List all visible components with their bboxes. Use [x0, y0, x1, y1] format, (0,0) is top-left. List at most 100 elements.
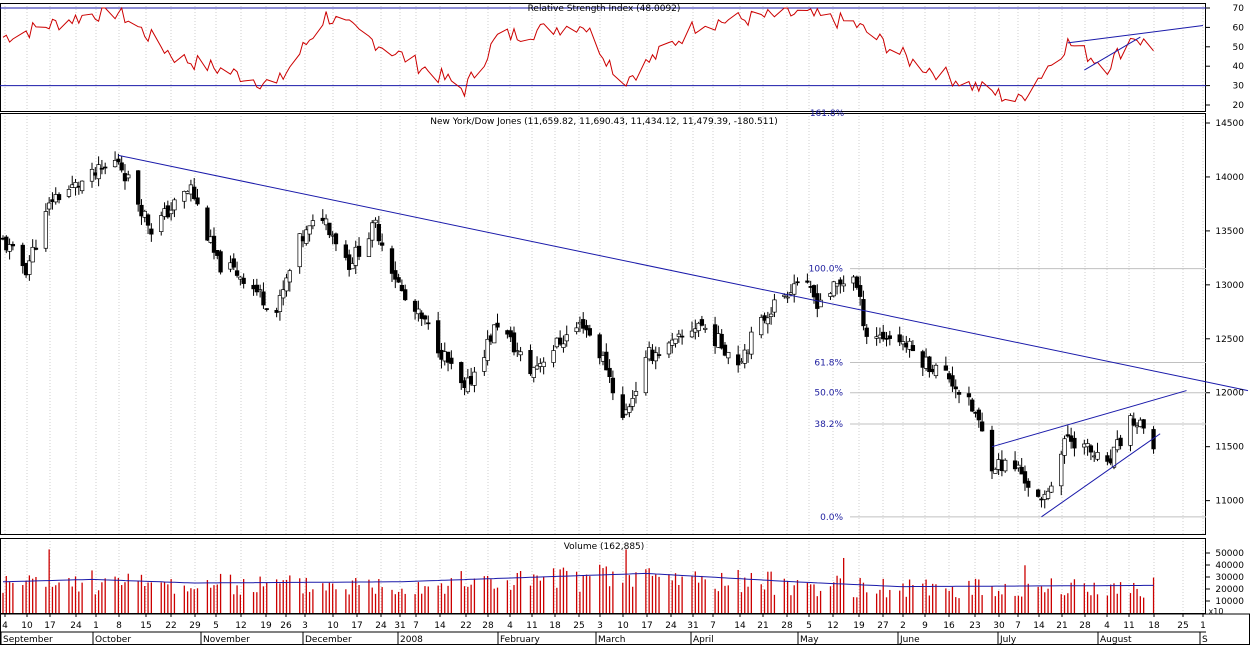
day-tick-label-27: 10: [617, 621, 629, 631]
candle-body-107: [492, 324, 497, 344]
day-tick-label-9: 5: [213, 621, 219, 631]
candle-body-66: [304, 229, 309, 244]
candle-body-21: [96, 164, 101, 180]
candle-body-201: [927, 356, 932, 373]
day-tick-label-3: 24: [70, 621, 82, 631]
candle-body-195: [900, 341, 906, 345]
candle-body-244: [1128, 415, 1133, 446]
candle-body-163: [749, 331, 754, 355]
rsi-tick-label-2: 50: [1233, 43, 1245, 53]
candle-body-139: [643, 357, 649, 394]
candle-body-183: [841, 283, 846, 287]
candle-body-70: [323, 218, 329, 226]
rsi-lower-trendline: [1084, 36, 1141, 71]
candle-body-62: [284, 277, 289, 292]
candle-body-187: [861, 299, 866, 327]
day-tick-label-48: 4: [1104, 621, 1110, 631]
price-tick-label-0: 14500: [1215, 119, 1244, 129]
day-tick-label-28: 17: [641, 621, 652, 631]
candle-body-50: [231, 258, 236, 268]
candle-body-144: [666, 342, 672, 355]
candle-body-180: [831, 281, 836, 297]
candle-body-1: [4, 236, 9, 251]
candle-body-18: [79, 180, 85, 192]
candle-body-194: [897, 334, 902, 343]
day-tick-label-39: 2: [900, 621, 906, 631]
candle-body-164: [759, 317, 764, 336]
candle-body-186: [857, 285, 863, 297]
day-tick-label-42: 23: [969, 621, 980, 631]
candle-body-128: [587, 328, 592, 336]
candle-body-122: [561, 343, 566, 348]
volume-tick-label-4: 10000: [1215, 597, 1244, 607]
candle-body-71: [327, 222, 332, 236]
candle-body-159: [736, 354, 741, 366]
candle-body-8: [33, 247, 39, 250]
candle-body-116: [534, 365, 540, 370]
day-tick-label-26: 3: [597, 621, 603, 631]
candle-body-223: [1026, 480, 1031, 488]
candle-body-16: [73, 182, 78, 188]
candle-body-215: [993, 468, 998, 474]
candle-body-185: [854, 276, 859, 288]
volume-tick-label-0: 50000: [1215, 549, 1244, 559]
day-tick-label-36: 12: [827, 621, 838, 631]
day-tick-label-5: 8: [116, 621, 122, 631]
candle-body-81: [373, 219, 378, 224]
fib-label-3: 38.2%: [814, 420, 843, 430]
candle-body-58: [264, 308, 269, 310]
candle-body-146: [673, 338, 678, 344]
fib-label-2: 50.0%: [814, 389, 843, 399]
candle-body-170: [785, 296, 790, 299]
candle-body-73: [333, 233, 339, 245]
candle-body-182: [838, 279, 843, 285]
candle-body-204: [943, 365, 949, 371]
fib-label-0: 100.0%: [809, 265, 844, 275]
stray-fib-label: 161.8%: [810, 109, 845, 119]
day-tick-label-40: 9: [922, 621, 928, 631]
candle-body-111: [511, 332, 517, 353]
day-tick-label-31: 7: [710, 621, 716, 631]
candle-body-143: [656, 354, 662, 356]
volume-unit-label: x10: [1209, 607, 1224, 616]
candle-body-14: [66, 189, 72, 197]
candle-body-218: [1003, 459, 1008, 472]
candle-body-172: [792, 283, 797, 295]
candle-body-129: [597, 334, 602, 359]
day-tick-label-22: 4: [507, 621, 513, 631]
day-tick-label-2: 17: [44, 621, 55, 631]
candle-body-176: [811, 285, 817, 298]
candle-body-88: [403, 289, 408, 301]
day-tick-label-17: 31: [394, 621, 405, 631]
candle-body-113: [518, 351, 523, 356]
candle-body-68: [310, 220, 316, 227]
candle-body-166: [765, 317, 770, 325]
candle-body-105: [485, 338, 490, 361]
candle-body-167: [768, 313, 774, 317]
day-tick-label-41: 16: [943, 621, 955, 631]
volume-moving-average-line: [2, 572, 1154, 588]
candle-body-67: [307, 225, 312, 235]
price-tick-label-7: 11000: [1215, 497, 1244, 507]
candle-body-98: [449, 357, 454, 364]
day-tick-label-47: 28: [1079, 621, 1091, 631]
candle-body-236: [1088, 445, 1094, 453]
candle-body-133: [610, 377, 616, 394]
candle-body-112: [515, 350, 520, 352]
candle-body-148: [679, 335, 685, 338]
candle-body-214: [989, 429, 995, 472]
price-tick-label-4: 12500: [1215, 335, 1244, 345]
candle-body-137: [630, 398, 635, 407]
candle-body-103: [472, 371, 477, 386]
candle-body-222: [1022, 471, 1028, 484]
day-tick-label-45: 14: [1033, 621, 1045, 631]
day-tick-label-24: 18: [549, 621, 561, 631]
candle-body-89: [412, 300, 418, 312]
candle-body-127: [584, 325, 589, 331]
candle-body-235: [1085, 443, 1090, 448]
candle-body-30: [139, 204, 144, 217]
candle-body-188: [864, 327, 869, 337]
candle-body-191: [881, 331, 886, 340]
candle-body-10: [47, 202, 52, 210]
